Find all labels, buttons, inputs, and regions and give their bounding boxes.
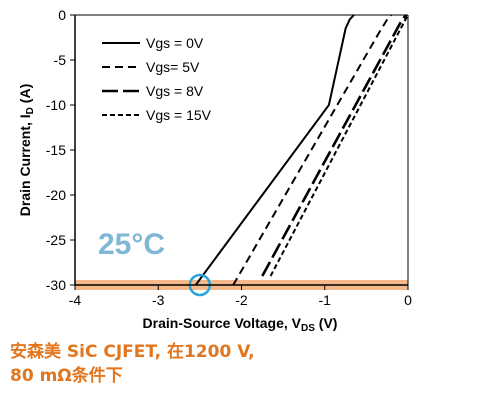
series-line-2: [232, 14, 393, 286]
x-tick-label: -1: [319, 292, 332, 308]
y-axis-title-unit: (A): [17, 84, 33, 107]
temperature-annotation: 25°C: [98, 228, 165, 261]
caption-line-1: 安森美 SiC CJFET, 在1200 V,: [10, 342, 255, 362]
legend-label-4: Vgs = 15V: [146, 107, 212, 123]
tick-labels-layer: -4 -3 -2 -1 00-5-10-15-20-25-30: [46, 7, 412, 308]
caption-line-2: 80 mΩ条件下: [10, 366, 123, 386]
y-axis-title-main: Drain Current, I: [17, 114, 33, 216]
y-tick-label: -10: [46, 97, 66, 113]
series-layer: [188, 14, 409, 297]
chart: -4 -3 -2 -1 00-5-10-15-20-25-30 Vgs = 0VVgs=…: [17, 7, 412, 334]
x-axis-title: Drain-Source Voltage, VDS (V): [143, 315, 338, 334]
legend-label-1: Vgs = 0V: [146, 35, 204, 51]
series-line-1: [194, 14, 355, 286]
series-line-4: [269, 14, 409, 277]
series-line-3: [261, 14, 408, 277]
legend-label-2: Vgs= 5V: [146, 59, 200, 75]
legend: Vgs = 0V Vgs= 5V Vgs = 8V Vgs = 15V: [102, 35, 212, 123]
y-tick-label: -20: [46, 187, 66, 203]
y-tick-label: -15: [46, 142, 66, 158]
x-tick-label: -2: [235, 292, 248, 308]
legend-label-3: Vgs = 8V: [146, 83, 204, 99]
x-axis-title-unit: (V): [315, 315, 338, 331]
x-tick-label: -3: [152, 292, 165, 308]
x-tick-label: -4: [69, 292, 82, 308]
y-axis-title: Drain Current, ID (A): [17, 84, 36, 216]
x-tick-label: 0: [404, 292, 412, 308]
y-tick-label: -5: [54, 52, 67, 68]
x-axis-title-main: Drain-Source Voltage, V: [143, 315, 302, 331]
caption: 安森美 SiC CJFET, 在1200 V, 80 mΩ条件下: [10, 340, 470, 388]
x-axis-title-subscript: DS: [301, 323, 315, 334]
axes-layer: [70, 14, 409, 290]
y-tick-label: 0: [58, 7, 66, 23]
y-axis-title-subscript: D: [25, 107, 36, 114]
y-tick-label: -25: [46, 232, 66, 248]
y-tick-label: -30: [46, 277, 66, 293]
